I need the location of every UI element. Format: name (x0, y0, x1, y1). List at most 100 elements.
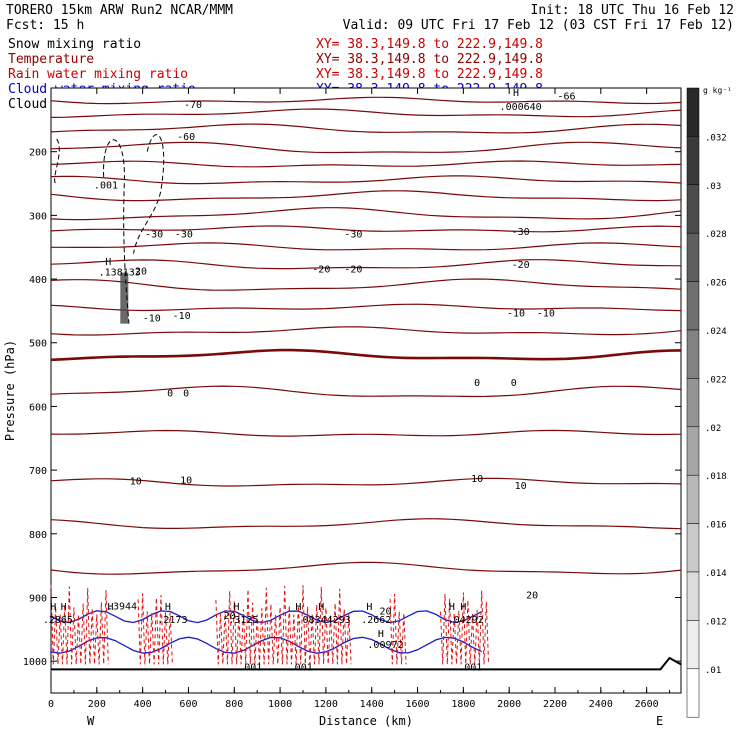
isotherm (50, 303, 682, 312)
isotherm-label: 10 (515, 481, 527, 492)
y-axis-label: Pressure (hPa) (3, 340, 17, 441)
legend-field-name: Temperature (8, 52, 94, 67)
extremum-label: .2865 (43, 615, 73, 626)
colorbar-tick-label: .018 (705, 472, 727, 482)
y-tick-label: 600 (29, 402, 47, 413)
y-tick-label: 900 (29, 593, 47, 604)
legend-field-xy: XY= 38.3,149.8 to 222.9,149.8 (316, 52, 543, 67)
colorbar-swatch (686, 378, 700, 428)
isotherm (50, 96, 682, 105)
isotherm (50, 278, 682, 291)
cloud-fields (50, 134, 490, 665)
cloud-water-contour (50, 610, 482, 624)
extremum-label: H (234, 602, 240, 613)
colorbar-tick-label: .016 (705, 521, 727, 531)
isotherm-label: -70 (184, 100, 202, 111)
isotherm-label: -20 (344, 265, 362, 276)
extremum-label: .3944 (107, 601, 137, 612)
extremum-label: .001 (94, 180, 118, 191)
isotherm-label: -10 (537, 308, 555, 319)
extremum-label: H (108, 602, 114, 613)
rain-contour (215, 585, 352, 665)
isotherm (50, 225, 682, 233)
x-tick-label: 2200 (543, 699, 567, 710)
rain-contour (137, 593, 173, 665)
colorbar-swatch (686, 87, 700, 137)
colorbar-swatch (686, 232, 700, 282)
x-tick-label: 2600 (635, 699, 659, 710)
west-label: W (87, 714, 95, 728)
isotherm (50, 141, 682, 154)
colorbar-tick-label: .03 (705, 182, 721, 192)
colorbar-swatch (686, 184, 700, 234)
colorbar-swatch (686, 281, 700, 331)
extremum-label: .2173 (157, 615, 187, 626)
isotherm (50, 348, 682, 362)
colorbar-swatch (686, 523, 700, 573)
rain-contour (389, 593, 407, 665)
extremum-label: H (50, 602, 56, 613)
isotherm-label: 0 (511, 378, 517, 389)
x-tick-label: 1400 (360, 699, 384, 710)
x-tick-label: 1800 (451, 699, 475, 710)
y-tick-label: 500 (29, 339, 47, 350)
colorbar-tick-label: .012 (705, 617, 727, 627)
colorbar-swatch (686, 136, 700, 186)
snow-contour (54, 138, 60, 184)
y-tick-label: 700 (29, 466, 47, 477)
colorbar-tick-label: .026 (705, 279, 727, 289)
y-tick-label: 1000 (23, 657, 47, 668)
y-tick-label: 800 (29, 530, 47, 541)
isotherm (50, 160, 682, 168)
x-tick-label: 2400 (589, 699, 613, 710)
extremum-label: H (366, 602, 372, 613)
extremum-label: H (449, 602, 455, 613)
colorbar-swatch (686, 426, 700, 476)
legend-field-xy: XY= 38.3,149.8 to 222.9,149.8 (316, 37, 543, 52)
colorbar-tick-label: .02 (705, 424, 721, 434)
y-tick-label: 400 (29, 275, 47, 286)
x-tick-label: 2000 (497, 699, 521, 710)
colorbar-swatch (686, 329, 700, 379)
isotherm-label: 20 (224, 611, 236, 622)
forecast-hour: Fcst: 15 h (6, 18, 84, 33)
isotherm-label: -10 (173, 311, 191, 322)
isotherm (50, 175, 682, 185)
y-tick-label: 200 (29, 148, 47, 159)
isotherm-label: 0 (167, 389, 173, 400)
extremum-label: H (513, 88, 519, 99)
contour-labels: -70 -60 -66 -30 -30 -30 -30 -20 -20 -20 -20 -10 -10 -… (43, 88, 576, 673)
isotherm-label: 0 (183, 389, 189, 400)
extremum-label: .2662 (361, 615, 391, 626)
x-tick-label: 1200 (314, 699, 338, 710)
extremum-label: H (378, 629, 384, 640)
isotherm-label: -66 (557, 91, 575, 102)
isotherm (50, 108, 682, 118)
cloud-water-contour (50, 636, 482, 654)
isotherm-label: 10 (180, 475, 192, 486)
colorbar-tick-label: .014 (705, 569, 727, 579)
snow-shaded-column (120, 272, 129, 324)
isotherm-label: -30 (344, 229, 362, 240)
isotherm-label: -20 (129, 266, 147, 277)
isotherm-label: 10 (130, 477, 142, 488)
extremum-label: .001 (238, 663, 262, 674)
isotherm-label: 20 (379, 606, 391, 617)
init-time: Init: 18 UTC Thu 16 Feb 12 (531, 3, 735, 18)
isotherm-label: -30 (175, 229, 193, 240)
isotherm-label: -30 (512, 227, 530, 238)
x-tick-label: 0 (48, 699, 54, 710)
legend-field-name: Snow mixing ratio (8, 37, 141, 52)
isotherm (50, 518, 682, 530)
x-tick-label: 1600 (405, 699, 429, 710)
colorbar-swatch (686, 620, 700, 670)
model-title: TORERO 15km ARW Run2 NCAR/MMM (6, 3, 233, 18)
colorbar-tick-label: .028 (705, 230, 727, 240)
isotherm (50, 123, 682, 134)
extremum-label: H (105, 257, 111, 268)
isotherm-label: 10 (471, 474, 483, 485)
snow-contour (103, 139, 130, 324)
isotherm (50, 477, 682, 487)
isotherm-label: -60 (177, 132, 195, 143)
isotherm-label: -20 (512, 260, 530, 271)
